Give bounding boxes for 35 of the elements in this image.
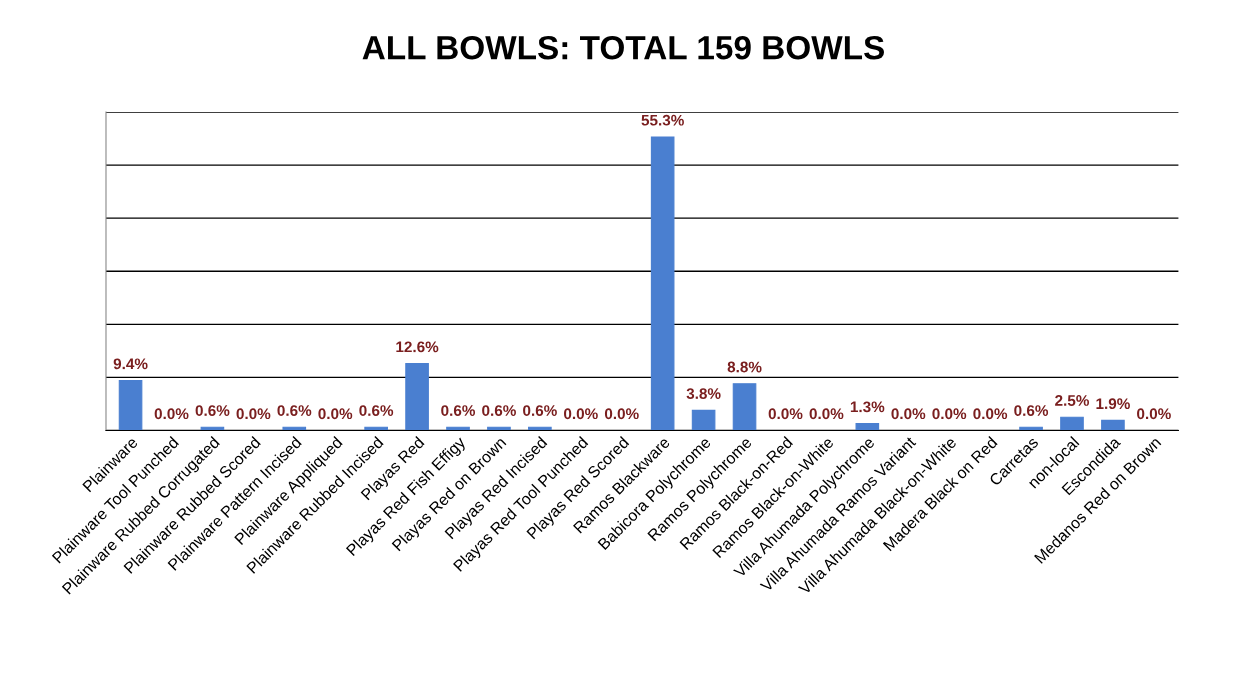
data-label: 0.0%: [809, 408, 844, 420]
data-label: 2.5%: [1055, 395, 1089, 406]
data-label: 0.0%: [604, 408, 639, 420]
data-label: 0.6%: [359, 405, 394, 416]
data-label: 8.8%: [727, 361, 762, 373]
data-label: 0.0%: [891, 408, 926, 420]
data-label: 0.0%: [154, 408, 189, 420]
data-label: 55.3%: [641, 114, 684, 126]
data-label: 0.6%: [523, 405, 557, 416]
data-label: 0.6%: [441, 405, 476, 416]
chart-title: ALL BOWLS: TOTAL 159 BOWLS: [362, 35, 884, 60]
bar: [1101, 419, 1125, 431]
data-label: 0.6%: [482, 405, 516, 416]
data-label: 9.4%: [113, 358, 148, 370]
data-label: 3.8%: [686, 388, 721, 399]
data-label: 0.0%: [973, 408, 1008, 420]
data-label: 0.0%: [564, 408, 598, 420]
data-label: 1.3%: [850, 401, 885, 413]
bar: [1060, 416, 1084, 431]
data-label: 0.0%: [768, 408, 803, 420]
data-label: 0.6%: [195, 405, 230, 416]
data-label: 0.0%: [236, 408, 271, 420]
bar: [855, 423, 880, 431]
data-label: 1.9%: [1096, 398, 1130, 410]
data-label: 12.6%: [396, 341, 439, 353]
data-label: 0.0%: [932, 408, 967, 420]
bar: [650, 136, 675, 431]
data-label: 0.6%: [1014, 405, 1049, 416]
data-label: 0.0%: [318, 408, 353, 420]
data-label: 0.6%: [277, 405, 312, 416]
bar: [405, 363, 429, 431]
data-label: 0.0%: [1137, 408, 1171, 420]
bar: [118, 380, 143, 431]
bar: [691, 409, 716, 431]
bar: [732, 383, 757, 431]
